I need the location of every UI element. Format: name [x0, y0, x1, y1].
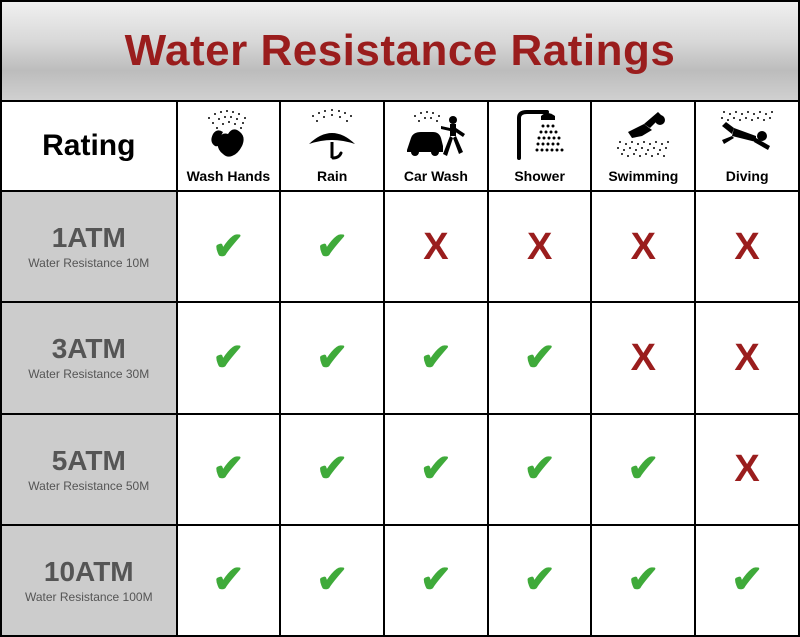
rating-main: 5ATM	[6, 446, 172, 477]
check-icon: ✔	[524, 450, 556, 488]
cross-icon: X	[734, 339, 759, 377]
cross-icon: X	[734, 228, 759, 266]
rating-cell: 5ATM Water Resistance 50M	[1, 414, 177, 525]
value-cell: X	[695, 414, 799, 525]
shower-icon	[505, 106, 575, 164]
table-row: 3ATM Water Resistance 30M ✔ ✔ ✔ ✔ X X	[1, 302, 799, 413]
wash-hands-icon	[193, 106, 263, 164]
page-title: Water Resistance Ratings	[125, 26, 676, 76]
value-cell: ✔	[591, 525, 695, 636]
check-icon: ✔	[731, 561, 763, 599]
rating-main: 1ATM	[6, 223, 172, 254]
title-bar: Water Resistance Ratings	[0, 0, 800, 100]
activity-header-shower: Shower	[488, 101, 592, 191]
activity-label: Swimming	[608, 168, 678, 184]
rating-cell: 10ATM Water Resistance 100M	[1, 525, 177, 636]
value-cell: ✔	[488, 302, 592, 413]
value-cell: ✔	[280, 191, 384, 302]
check-icon: ✔	[627, 561, 659, 599]
rating-sub: Water Resistance 30M	[6, 367, 172, 381]
check-icon: ✔	[524, 561, 556, 599]
cross-icon: X	[631, 228, 656, 266]
value-cell: ✔	[280, 414, 384, 525]
table-row: 1ATM Water Resistance 10M ✔ ✔ X X X X	[1, 191, 799, 302]
rating-sub: Water Resistance 10M	[6, 256, 172, 270]
value-cell: ✔	[384, 302, 488, 413]
activity-header-diving: Diving	[695, 101, 799, 191]
check-icon: ✔	[212, 339, 244, 377]
cross-icon: X	[423, 228, 448, 266]
value-cell: ✔	[591, 414, 695, 525]
check-icon: ✔	[212, 561, 244, 599]
table-row: 10ATM Water Resistance 100M ✔ ✔ ✔ ✔ ✔ ✔	[1, 525, 799, 636]
activity-header-wash-hands: Wash Hands	[177, 101, 281, 191]
ratings-table: Rating Wash Hands	[0, 100, 800, 637]
table-row: 5ATM Water Resistance 50M ✔ ✔ ✔ ✔ ✔ X	[1, 414, 799, 525]
value-cell: X	[488, 191, 592, 302]
value-cell: ✔	[177, 525, 281, 636]
check-icon: ✔	[420, 450, 452, 488]
rating-main: 3ATM	[6, 334, 172, 365]
car-wash-icon	[401, 106, 471, 164]
activity-label: Wash Hands	[187, 168, 271, 184]
value-cell: X	[384, 191, 488, 302]
value-cell: ✔	[488, 525, 592, 636]
value-cell: ✔	[177, 414, 281, 525]
value-cell: ✔	[488, 414, 592, 525]
rating-sub: Water Resistance 50M	[6, 479, 172, 493]
value-cell: ✔	[177, 302, 281, 413]
activity-label: Diving	[726, 168, 769, 184]
rating-column-header: Rating	[1, 101, 177, 191]
value-cell: ✔	[177, 191, 281, 302]
rating-cell: 1ATM Water Resistance 10M	[1, 191, 177, 302]
check-icon: ✔	[316, 450, 348, 488]
value-cell: ✔	[695, 525, 799, 636]
check-icon: ✔	[316, 561, 348, 599]
value-cell: ✔	[384, 414, 488, 525]
check-icon: ✔	[316, 228, 348, 266]
rating-cell: 3ATM Water Resistance 30M	[1, 302, 177, 413]
rain-icon	[297, 106, 367, 164]
check-icon: ✔	[420, 339, 452, 377]
activity-header-rain: Rain	[280, 101, 384, 191]
rating-sub: Water Resistance 100M	[6, 590, 172, 604]
value-cell: ✔	[280, 302, 384, 413]
value-cell: X	[591, 302, 695, 413]
activity-header-swimming: Swimming	[591, 101, 695, 191]
activity-label: Rain	[317, 168, 347, 184]
swimming-icon	[608, 106, 678, 164]
cross-icon: X	[734, 450, 759, 488]
check-icon: ✔	[420, 561, 452, 599]
check-icon: ✔	[212, 228, 244, 266]
activity-label: Shower	[514, 168, 565, 184]
value-cell: X	[695, 302, 799, 413]
cross-icon: X	[527, 228, 552, 266]
check-icon: ✔	[316, 339, 348, 377]
check-icon: ✔	[627, 450, 659, 488]
header-row: Rating Wash Hands	[1, 101, 799, 191]
activity-label: Car Wash	[404, 168, 468, 184]
value-cell: ✔	[384, 525, 488, 636]
value-cell: X	[591, 191, 695, 302]
value-cell: X	[695, 191, 799, 302]
check-icon: ✔	[212, 450, 244, 488]
rating-main: 10ATM	[6, 557, 172, 588]
diving-icon	[712, 106, 782, 164]
activity-header-car-wash: Car Wash	[384, 101, 488, 191]
cross-icon: X	[631, 339, 656, 377]
check-icon: ✔	[524, 339, 556, 377]
value-cell: ✔	[280, 525, 384, 636]
